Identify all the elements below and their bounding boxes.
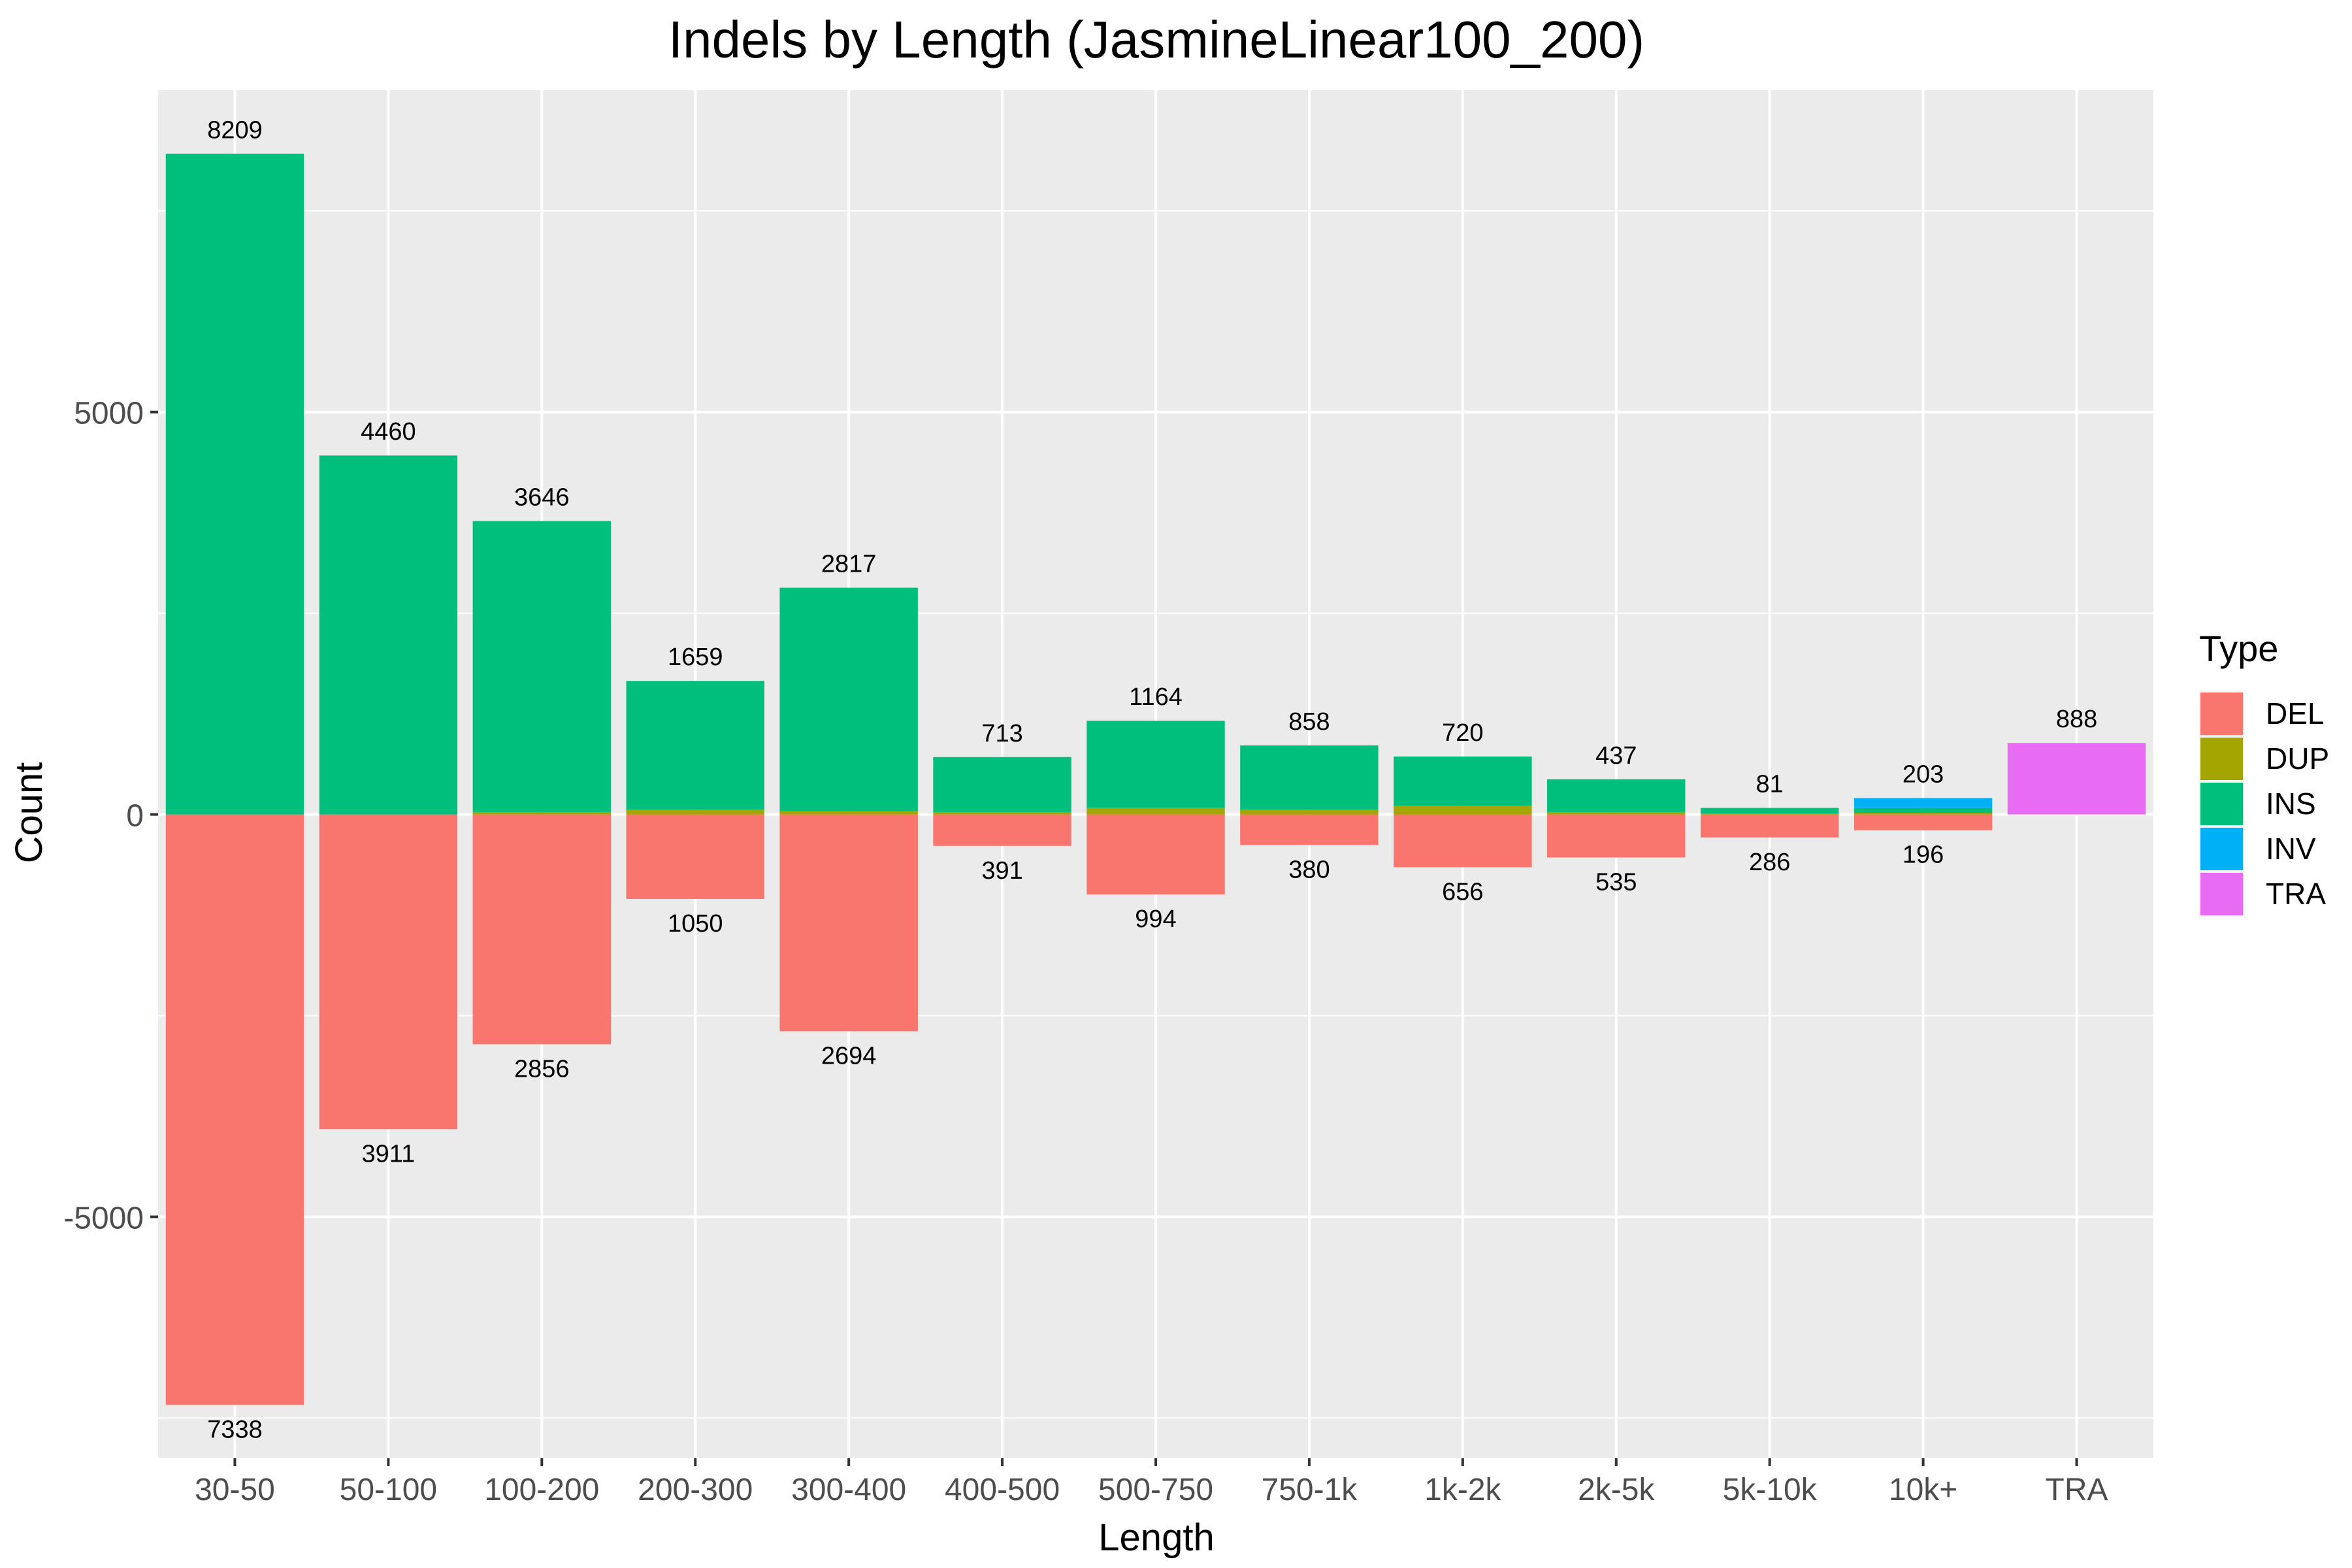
- chart-title: Indels by Length (JasmineLinear100_200): [668, 10, 1644, 69]
- legend-swatch: [2200, 693, 2243, 735]
- data-label-negative: 2694: [821, 1042, 877, 1070]
- bar-ins: [779, 587, 918, 811]
- bar-dup: [1854, 813, 1993, 815]
- data-label-negative: 656: [1442, 878, 1483, 906]
- data-label-positive: 4460: [361, 418, 416, 446]
- x-tick-label: 50-100: [340, 1473, 437, 1507]
- bar-ins: [1700, 808, 1839, 814]
- x-tick-label: 300-400: [791, 1473, 906, 1507]
- bar-del: [472, 814, 612, 1045]
- bar-ins: [1394, 756, 1532, 806]
- bar-ins: [165, 154, 304, 815]
- bar-del: [1700, 814, 1839, 838]
- bar-del: [1394, 814, 1532, 868]
- data-label-positive: 81: [1756, 771, 1784, 798]
- bar-dup: [1240, 809, 1379, 815]
- x-tick-label: 200-300: [638, 1473, 753, 1507]
- data-label-negative: 3911: [362, 1140, 416, 1168]
- bar-del: [1086, 814, 1225, 895]
- bar-labels-group: 8209 7338 4460 3911 3646 2856 1659 1050 2817 2694…: [207, 116, 2097, 1443]
- y-tick-label: 5000: [74, 397, 144, 431]
- data-label-positive: 858: [1288, 708, 1330, 736]
- data-label-negative: 535: [1595, 868, 1637, 896]
- x-tick-label: 30-50: [195, 1473, 275, 1507]
- data-label-negative: 994: [1135, 906, 1176, 933]
- bars-group: [165, 154, 2146, 1405]
- bar-dup: [1700, 813, 1839, 815]
- bar-tra: [2007, 743, 2146, 815]
- bar-ins: [1240, 745, 1379, 810]
- legend-swatch: [2200, 738, 2243, 780]
- legend-label: TRA: [2266, 877, 2326, 911]
- bar-dup: [472, 811, 612, 815]
- data-label-positive: 1164: [1129, 683, 1183, 711]
- bar-dup: [1086, 808, 1225, 815]
- data-label-positive: 713: [981, 720, 1022, 747]
- data-label-negative: 391: [981, 857, 1022, 885]
- legend-label: INS: [2266, 787, 2316, 821]
- data-label-negative: 380: [1288, 856, 1330, 883]
- data-label-positive: 8209: [207, 116, 263, 144]
- bar-dup: [626, 809, 764, 815]
- data-label-negative: 2856: [514, 1055, 570, 1083]
- bar-ins: [1547, 779, 1686, 812]
- bar-inv: [1854, 798, 1993, 808]
- x-tick-label: 500-750: [1098, 1473, 1213, 1507]
- data-label-positive: 203: [1903, 761, 1944, 789]
- x-tick-label: 2k-5k: [1578, 1473, 1655, 1507]
- bar-ins: [319, 455, 458, 815]
- bar-ins: [1086, 721, 1225, 808]
- legend-swatch: [2200, 783, 2243, 825]
- data-label-positive: 3646: [514, 483, 570, 511]
- legend-label: DUP: [2266, 742, 2329, 776]
- x-tick-label: 400-500: [945, 1473, 1060, 1507]
- legend-swatch: [2200, 828, 2243, 870]
- y-axis-title: Count: [8, 762, 50, 864]
- x-tick-label: 100-200: [484, 1473, 599, 1507]
- x-tick-label: 5k-10k: [1723, 1473, 1818, 1507]
- bar-dup: [779, 811, 918, 815]
- data-label-negative: 286: [1749, 849, 1790, 876]
- legend-swatch: [2200, 873, 2243, 915]
- data-label-positive: 888: [2056, 706, 2097, 733]
- axes-group: -5000 0 5000 30-50 50-100 100-200 200-300 300-4…: [63, 397, 2108, 1507]
- bar-ins: [1854, 808, 1993, 813]
- data-label-positive: 720: [1442, 719, 1483, 747]
- bar-del: [779, 814, 918, 1032]
- bar-del: [626, 814, 764, 899]
- y-tick-label: 0: [126, 799, 144, 834]
- y-tick-label: -5000: [63, 1201, 144, 1235]
- data-label-positive: 2817: [821, 551, 877, 578]
- legend: Type DEL DUP INS INV TRA: [2199, 628, 2329, 917]
- data-label-negative: 7338: [207, 1416, 263, 1443]
- data-label-positive: 437: [1595, 742, 1637, 770]
- x-tick-label: 750-1k: [1262, 1473, 1358, 1507]
- x-tick-label: 1k-2k: [1424, 1473, 1501, 1507]
- bar-ins: [472, 521, 612, 812]
- bar-del: [1547, 814, 1686, 858]
- bar-del: [319, 814, 458, 1130]
- legend-title: Type: [2199, 628, 2278, 669]
- bar-ins: [626, 681, 764, 810]
- bar-del: [1854, 814, 1993, 830]
- bar-del: [165, 814, 304, 1405]
- bar-dup: [933, 811, 1071, 815]
- legend-label: INV: [2266, 832, 2316, 866]
- bar-del: [933, 814, 1071, 846]
- x-axis-title: Length: [1098, 1516, 1214, 1559]
- data-label-positive: 1659: [668, 644, 723, 671]
- data-label-negative: 1050: [668, 910, 723, 938]
- bar-del: [1240, 814, 1379, 845]
- bar-dup: [1547, 811, 1686, 815]
- legend-label: DEL: [2266, 696, 2324, 730]
- x-tick-label: 10k+: [1889, 1473, 1957, 1507]
- data-label-negative: 196: [1903, 841, 1944, 869]
- bar-ins: [933, 757, 1071, 812]
- bar-dup: [1394, 806, 1532, 815]
- x-tick-label: TRA: [2046, 1473, 2108, 1507]
